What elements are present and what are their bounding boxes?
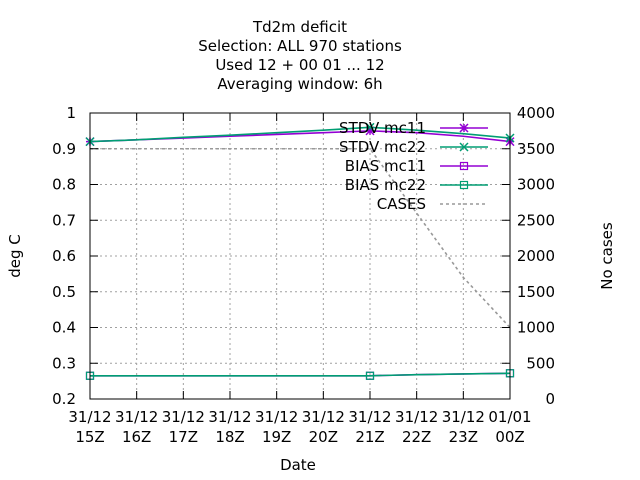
series-stdv-mc11 <box>85 126 515 147</box>
y2-tick-label: 3500 <box>517 140 555 158</box>
x-tick-label-hour: 23Z <box>449 428 478 446</box>
x-tick-label-hour: 20Z <box>309 428 338 446</box>
x-tick-label-hour: 15Z <box>75 428 104 446</box>
title-line-4: Averaging window: 6h <box>217 75 382 93</box>
y2-tick-label: 4000 <box>517 104 555 122</box>
series-line <box>90 147 511 329</box>
y-tick-label: 0.7 <box>52 211 76 229</box>
x-tick-label-date: 31/12 <box>348 408 391 426</box>
y-tick-label: 0.2 <box>52 390 76 408</box>
y-tick-label: 1 <box>66 104 76 122</box>
x-tick-label-hour: 19Z <box>262 428 291 446</box>
series-cases <box>90 147 511 329</box>
x-tick-label-date: 31/12 <box>68 408 111 426</box>
x-tick-label-hour: 18Z <box>215 428 244 446</box>
legend-entry: STDV mc22 <box>339 138 488 156</box>
x-tick-label-date: 31/12 <box>255 408 298 426</box>
legend-entry: BIAS mc22 <box>345 176 488 194</box>
marker-star <box>459 123 469 133</box>
y-tick-label: 0.4 <box>52 319 76 337</box>
marker-square <box>459 161 469 171</box>
title-line-1: Td2m deficit <box>252 18 347 36</box>
legend-label: STDV mc11 <box>339 119 426 137</box>
y2-tick-label: 500 <box>526 354 555 372</box>
title-line-2: Selection: ALL 970 stations <box>198 37 402 55</box>
x-tick-label-date: 31/12 <box>302 408 345 426</box>
x-tick-label-hour: 00Z <box>495 428 524 446</box>
y-tick-label: 0.9 <box>52 140 76 158</box>
x-tick-label-date: 01/01 <box>488 408 531 426</box>
y-axis-label: deg C <box>6 234 24 278</box>
y-tick-label: 0.8 <box>52 176 76 194</box>
series-line <box>90 372 511 377</box>
legend-label: STDV mc22 <box>339 138 426 156</box>
x-tick-label-date: 31/12 <box>115 408 158 426</box>
x-tick-label-hour: 22Z <box>402 428 431 446</box>
y2-tick-label: 1000 <box>517 319 555 337</box>
x-tick-label-hour: 17Z <box>169 428 198 446</box>
y-tick-label: 0.6 <box>52 247 76 265</box>
y2-axis-label: No cases <box>598 222 616 290</box>
y2-tick-label: 1500 <box>517 283 555 301</box>
legend-entry: CASES <box>377 195 488 213</box>
x-tick-label-hour: 21Z <box>355 428 384 446</box>
legend-entry: STDV mc11 <box>339 119 488 137</box>
legend-label: BIAS mc22 <box>345 176 426 194</box>
x-axis-label: Date <box>280 456 316 474</box>
series-layer <box>85 122 515 380</box>
y2-tick-label: 2000 <box>517 247 555 265</box>
marker-square <box>459 180 469 190</box>
legend-label: BIAS mc11 <box>345 157 426 175</box>
marker-star <box>365 126 375 136</box>
legend-entry: BIAS mc11 <box>345 157 488 175</box>
x-tick-label-date: 31/12 <box>162 408 205 426</box>
y-tick-label: 0.3 <box>52 354 76 372</box>
marker-square <box>365 371 375 380</box>
ticks: 0.2 0.3 0.4 0.5 0.6 0.7 0.8 0.9 1 0 500 1000 1500 200… <box>52 104 555 446</box>
x-tick-label-date: 31/12 <box>208 408 251 426</box>
y-tick-label: 0.5 <box>52 283 76 301</box>
marker-x <box>365 122 375 132</box>
chart-title: Td2m deficit Selection: ALL 970 stations… <box>198 18 402 93</box>
y2-tick-label: 3000 <box>517 176 555 194</box>
x-tick-label-hour: 16Z <box>122 428 151 446</box>
x-tick-label-date: 31/12 <box>442 408 485 426</box>
y2-tick-label: 0 <box>545 390 555 408</box>
series-bias-mc22 <box>85 369 515 380</box>
grid <box>90 113 510 399</box>
y2-tick-label: 2500 <box>517 211 555 229</box>
legend-label: CASES <box>377 195 426 213</box>
marker-x <box>459 142 469 152</box>
series-line <box>89 126 511 143</box>
x-tick-label-date: 31/12 <box>395 408 438 426</box>
title-line-3: Used 12 + 00 01 ... 12 <box>215 56 384 74</box>
